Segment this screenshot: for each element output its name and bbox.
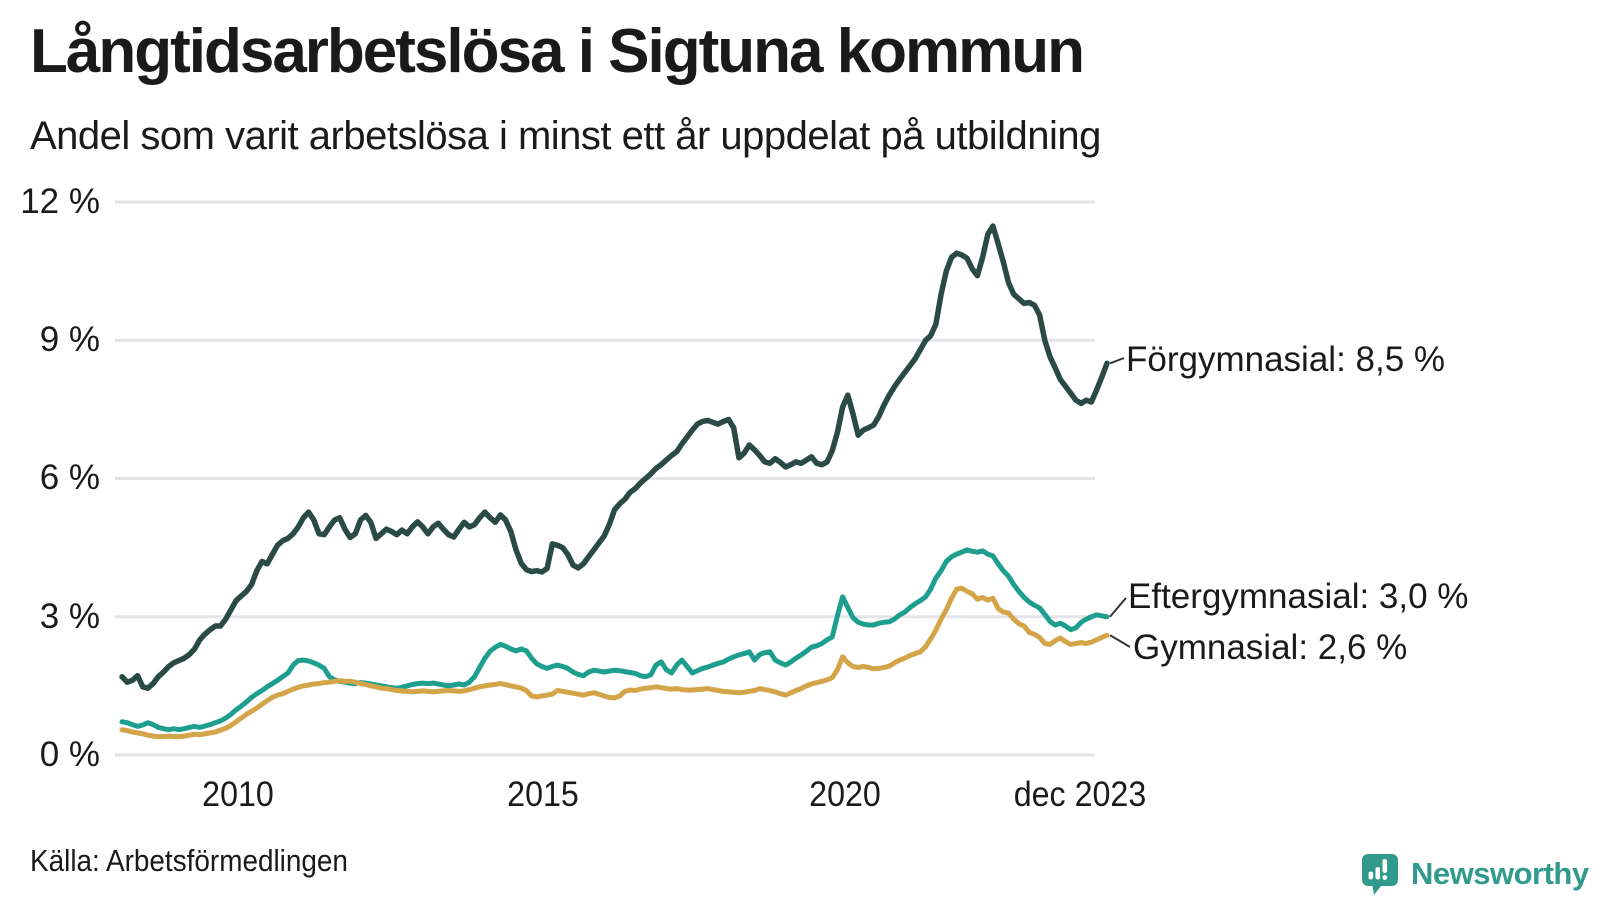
x-axis-tick-2010: 2010 (202, 775, 274, 814)
series-line-förgymnasial (119, 223, 1110, 691)
page-subtitle: Andel som varit arbetslösa i minst ett å… (30, 114, 1101, 158)
annotation-connector (1109, 597, 1127, 618)
y-axis-tick-0: 0 % (39, 735, 100, 774)
bar-chart-speech-bubble-icon (1362, 854, 1398, 895)
y-axis-tick-12: 12 % (20, 182, 100, 221)
series-end-label-gymnasial: Gymnasial: 2,6 % (1133, 628, 1408, 667)
annotation-connector (1109, 357, 1125, 365)
series-end-label-forgymnasial: Förgymnasial: 8,5 % (1126, 340, 1446, 379)
newsworthy-logo: Newsworthy (1360, 852, 1589, 896)
series-end-label-eftergymnasial: Eftergymnasial: 3,0 % (1128, 577, 1469, 616)
x-axis-tick-2020: 2020 (809, 775, 881, 814)
x-axis-tick-dec2023: dec 2023 (1013, 775, 1147, 814)
annotation-connector (1109, 634, 1131, 648)
brand-name: Newsworthy (1411, 856, 1589, 891)
series-line-gymnasial (119, 585, 1110, 740)
x-axis-tick-2015: 2015 (507, 775, 579, 814)
y-axis-tick-3: 3 % (39, 597, 100, 636)
page-title: Långtidsarbetslösa i Sigtuna kommun (30, 17, 1085, 86)
y-axis-tick-9: 9 % (39, 320, 100, 359)
source-note: Källa: Arbetsförmedlingen (30, 843, 348, 878)
y-axis-tick-6: 6 % (39, 458, 100, 497)
series-line-eftergymnasial (119, 547, 1110, 733)
